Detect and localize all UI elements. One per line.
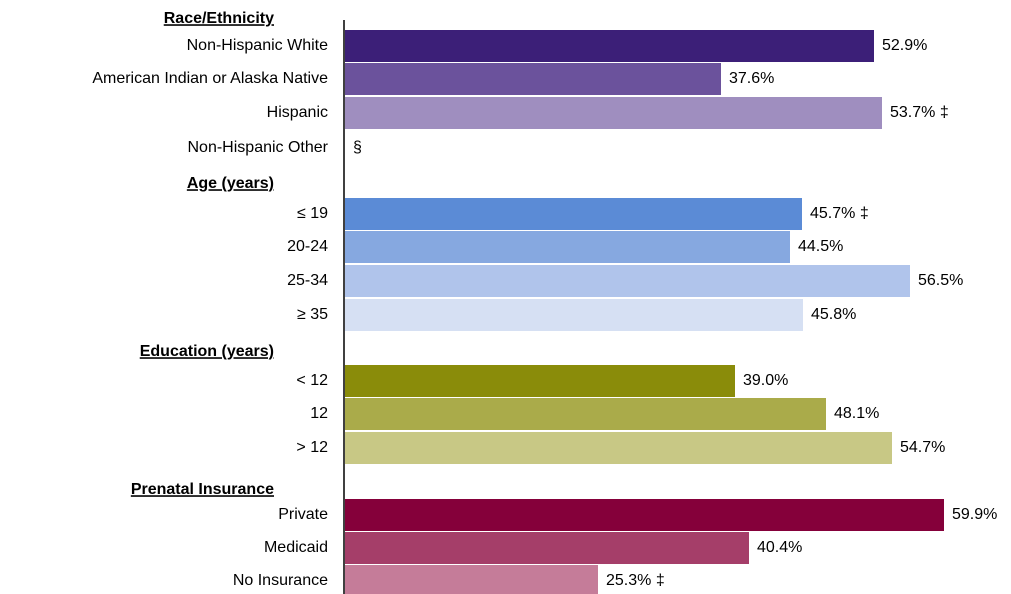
category-label: Hispanic <box>267 104 328 121</box>
category-label: 12 <box>310 405 328 422</box>
category-label: Medicaid <box>264 539 328 556</box>
category-label: Non-Hispanic Other <box>188 139 329 156</box>
category-label: Private <box>278 506 328 523</box>
data-label: 45.7% ‡ <box>810 205 869 222</box>
group-header: Education (years) <box>140 343 274 360</box>
data-label: 45.8% <box>811 306 856 323</box>
category-label: Non-Hispanic White <box>187 37 328 54</box>
data-label: 48.1% <box>834 405 879 422</box>
bar <box>345 532 749 564</box>
data-label: 59.9% <box>952 506 997 523</box>
bar <box>345 231 790 263</box>
bar <box>345 499 944 531</box>
group-header: Prenatal Insurance <box>131 481 274 498</box>
category-label: ≤ 19 <box>297 205 328 222</box>
bar <box>345 265 910 297</box>
bar <box>345 299 803 331</box>
bar <box>345 30 874 62</box>
data-label: 52.9% <box>882 37 927 54</box>
data-label: 25.3% ‡ <box>606 572 665 589</box>
bar <box>345 63 721 95</box>
bar <box>345 97 882 129</box>
category-label: No Insurance <box>233 572 328 589</box>
data-label: 40.4% <box>757 539 802 556</box>
bar <box>345 565 598 594</box>
bar <box>345 398 826 430</box>
data-label: § <box>353 139 362 156</box>
data-label: 44.5% <box>798 238 843 255</box>
category-label: 25-34 <box>287 272 328 289</box>
category-label: ≥ 35 <box>297 306 328 323</box>
bar <box>345 432 892 464</box>
bar <box>345 365 735 397</box>
data-label: 56.5% <box>918 272 963 289</box>
data-label: 53.7% ‡ <box>890 104 949 121</box>
data-label: 39.0% <box>743 372 788 389</box>
category-label: American Indian or Alaska Native <box>92 70 328 87</box>
group-header: Age (years) <box>187 175 274 192</box>
category-label: 20-24 <box>287 238 328 255</box>
bars-layer: Race/Ethnicity Non-Hispanic White 52.9% Ame… <box>92 10 997 594</box>
category-label: < 12 <box>296 372 328 389</box>
data-label: 37.6% <box>729 70 774 87</box>
bar <box>345 198 802 230</box>
category-label: > 12 <box>296 439 328 456</box>
data-label: 54.7% <box>900 439 945 456</box>
group-header: Race/Ethnicity <box>164 10 274 27</box>
